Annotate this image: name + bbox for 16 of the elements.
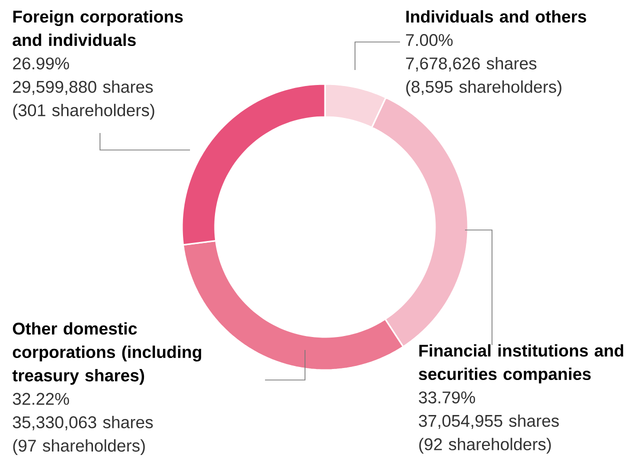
data-label: 26.99% [13, 57, 70, 70]
slice-label: Individuals and others [406, 10, 586, 23]
text: (8,595 shareholders) [406, 80, 562, 96]
text: (97 shareholders) [13, 439, 145, 456]
slice-label: Other domestic corporations (including treasury shares) [12, 322, 202, 385]
data-label: 32.22% [12, 392, 70, 405]
text: (301 shareholders) [13, 104, 154, 120]
text: 29,599,880 shares [13, 80, 153, 95]
slice-label: Foreign corporations and individuals [12, 10, 183, 46]
data-label: 33.79% [418, 391, 476, 404]
text: 7,678,626 shares [406, 57, 536, 72]
text: 37,054,955 shares [418, 414, 559, 429]
slice-label: Financial institutions and securities companies [418, 344, 624, 384]
text: 35,330,063 shares [12, 416, 153, 430]
text: (92 shareholders) [419, 438, 551, 454]
data-label: 7.00% [406, 34, 453, 46]
